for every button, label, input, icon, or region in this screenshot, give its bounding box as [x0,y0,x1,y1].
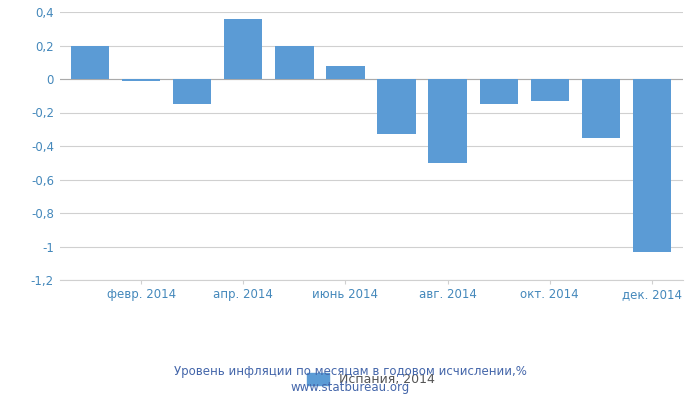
Bar [428,79,467,163]
Bar [531,79,569,101]
Bar [224,19,262,79]
Bar [122,79,160,81]
Bar [71,46,109,79]
Text: Уровень инфляции по месяцам в годовом исчислении,%: Уровень инфляции по месяцам в годовом ис… [174,365,526,378]
Bar [480,79,518,104]
Bar [326,66,365,79]
Legend: Испания, 2014: Испания, 2014 [307,373,435,386]
Bar [582,79,620,138]
Bar [633,79,671,252]
Bar [275,46,314,79]
Text: www.statbureau.org: www.statbureau.org [290,381,410,394]
Bar [377,79,416,134]
Bar [173,79,211,104]
